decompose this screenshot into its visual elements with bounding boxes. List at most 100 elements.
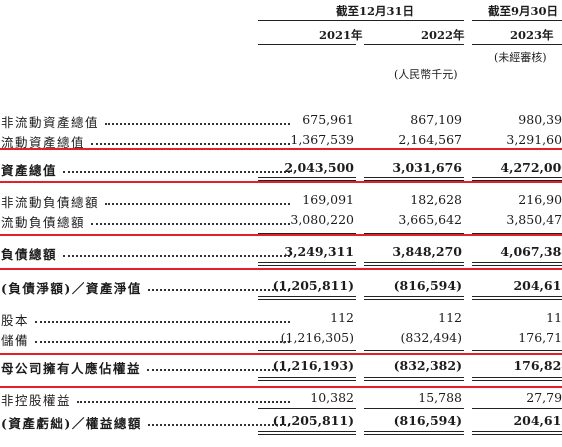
leader-dots: [63, 171, 290, 173]
single-rule: [364, 408, 464, 409]
row-value: 2,043,500: [284, 160, 354, 175]
leader-dots: [35, 321, 290, 323]
row-value: (1,216,305): [280, 330, 354, 345]
row-label: 非流動資產總值: [1, 115, 100, 130]
row-label: (負債淨額)／資產淨值: [1, 281, 142, 296]
double-rule: [364, 262, 464, 266]
header-year-2023: 2023年: [510, 28, 554, 42]
double-rule: [472, 262, 562, 266]
row-value: (1,205,811): [272, 278, 354, 293]
row-value: 169,091: [302, 192, 354, 207]
double-rule: [258, 377, 356, 381]
single-rule: [472, 408, 562, 409]
row-value: 3,031,676: [392, 160, 462, 175]
single-rule: [258, 408, 356, 409]
row-value: 176,712: [518, 330, 562, 345]
row-label: 儲備: [1, 333, 30, 348]
row-value: 3,850,477: [506, 212, 562, 227]
row-value: 10,382: [310, 390, 354, 405]
row-value: 1,367,539: [290, 132, 354, 147]
leader-dots: [148, 289, 290, 291]
row-value: (816,594): [393, 278, 462, 293]
highlight-line: [0, 234, 562, 236]
row-value: 3,665,642: [398, 212, 462, 227]
row-label: 股本: [1, 313, 30, 328]
row-value: 176,824: [513, 358, 562, 373]
row-value: 3,848,270: [392, 244, 462, 259]
double-rule: [364, 177, 464, 181]
leader-dots: [105, 203, 290, 205]
double-rule: [364, 296, 464, 300]
row-value: 112: [330, 310, 354, 325]
highlight-line: [0, 353, 562, 355]
single-rule: [364, 233, 464, 234]
row-label: 非流動負債總額: [1, 195, 100, 210]
single-rule: [472, 350, 562, 351]
header-underline-dec31: [258, 20, 464, 21]
row-label: 流動資產總值: [1, 135, 86, 150]
header-period-sep30: 截至9月30日: [488, 4, 559, 18]
header-underline-sep30: [472, 20, 562, 21]
row-value: (1,216,193): [272, 358, 354, 373]
double-rule: [364, 377, 464, 381]
leader-dots: [63, 255, 290, 257]
row-label: 母公司擁有人應佔權益: [1, 361, 142, 376]
double-rule: [472, 177, 562, 181]
year-underline-2022: [364, 44, 464, 45]
leader-dots: [105, 123, 290, 125]
single-rule: [258, 350, 356, 351]
highlight-line: [0, 181, 562, 183]
leader-dots: [35, 341, 290, 343]
row-value: 867,109: [410, 112, 462, 127]
highlight-line: [0, 386, 562, 388]
row-value: 3,080,220: [290, 212, 354, 227]
row-value: 980,395: [518, 112, 562, 127]
row-value: 4,272,000: [500, 160, 562, 175]
double-rule: [258, 431, 356, 435]
row-value: (832,382): [393, 358, 462, 373]
double-rule: [258, 262, 356, 266]
row-label: 非控股權益: [1, 393, 72, 408]
double-rule: [472, 296, 562, 300]
row-value: 112: [438, 310, 462, 325]
row-value: 675,961: [302, 112, 354, 127]
double-rule: [364, 431, 464, 435]
row-value: (832,494): [400, 330, 462, 345]
row-label: 負債總額: [1, 247, 58, 262]
highlight-line: [0, 268, 562, 270]
header-unit: (人民幣千元): [394, 68, 458, 81]
row-value: 204,616: [513, 278, 562, 293]
year-underline-2023: [472, 44, 562, 45]
row-label: (資產虧絀)／權益總額: [1, 416, 142, 431]
double-rule: [472, 431, 562, 435]
single-rule: [258, 233, 356, 234]
leader-dots: [147, 369, 290, 371]
double-rule: [472, 377, 562, 381]
leader-dots: [148, 424, 290, 426]
row-value: 15,788: [418, 390, 462, 405]
single-rule: [364, 350, 464, 351]
double-rule: [258, 296, 356, 300]
row-label: 資產總值: [1, 163, 58, 178]
row-value: 3,249,311: [284, 244, 354, 259]
header-year-2021: 2021年: [319, 28, 363, 42]
row-value: (816,594): [393, 413, 462, 428]
row-value: 27,792: [526, 390, 562, 405]
header-period-dec31: 截至12月31日: [336, 4, 415, 18]
row-value: (1,205,811): [272, 413, 354, 428]
row-value: 112: [546, 310, 562, 325]
double-rule: [258, 177, 356, 181]
header-unaudited: (未經審核): [494, 51, 547, 64]
row-label: 流動負債總額: [1, 215, 86, 230]
row-value: 216,907: [518, 192, 562, 207]
row-value: 4,067,384: [500, 244, 562, 259]
highlight-line: [0, 148, 562, 150]
row-value: 204,616: [513, 413, 562, 428]
leader-dots: [91, 223, 290, 225]
year-underline-2021: [258, 44, 356, 45]
row-value: 2,164,567: [398, 132, 462, 147]
row-value: 3,291,605: [506, 132, 562, 147]
row-value: 182,628: [410, 192, 462, 207]
header-year-2022: 2022年: [421, 28, 465, 42]
leader-dots: [77, 401, 290, 403]
